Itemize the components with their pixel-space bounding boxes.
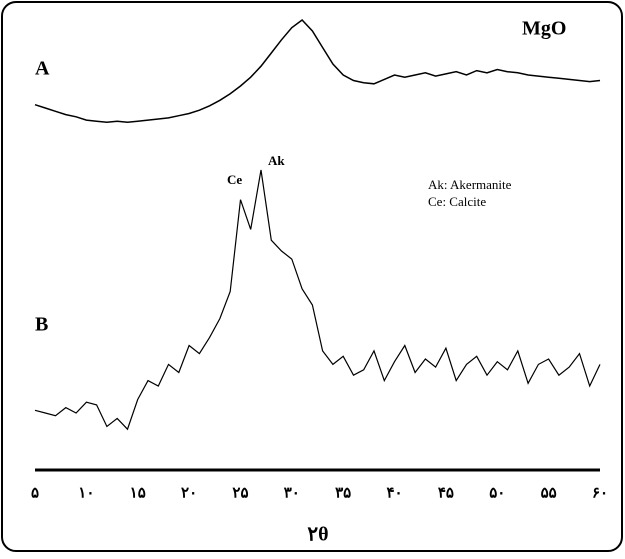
annotation: Ak: [268, 153, 285, 168]
series-line: [34, 169, 601, 431]
annotation: Ak: Akermanite: [428, 177, 512, 192]
x-tick-label: ۴۰: [386, 485, 402, 501]
x-tick-label: ۵۰: [489, 485, 505, 501]
series-label: B: [35, 314, 48, 336]
x-tick-label: ۳۰: [284, 485, 300, 501]
annotation: Ce: Calcite: [428, 194, 486, 209]
annotation: MgO: [522, 18, 566, 40]
x-tick-label: ۱۵: [130, 485, 146, 501]
x-tick-label: ۱۰: [78, 485, 94, 501]
x-tick-label: ۲۵: [232, 485, 248, 501]
x-tick-label: ۶۰: [592, 485, 608, 501]
series-line: [34, 18, 601, 124]
series-label: A: [35, 58, 50, 80]
x-tick-label: ۵: [31, 485, 39, 501]
x-tick-label: ۵۵: [541, 485, 557, 501]
x-tick-label: ۲۰: [181, 485, 197, 501]
x-axis-label: ۲θ: [307, 524, 328, 546]
x-tick-label: ۳۵: [335, 485, 351, 501]
annotation: Ce: [227, 172, 242, 187]
x-tick-label: ۴۵: [438, 485, 454, 501]
